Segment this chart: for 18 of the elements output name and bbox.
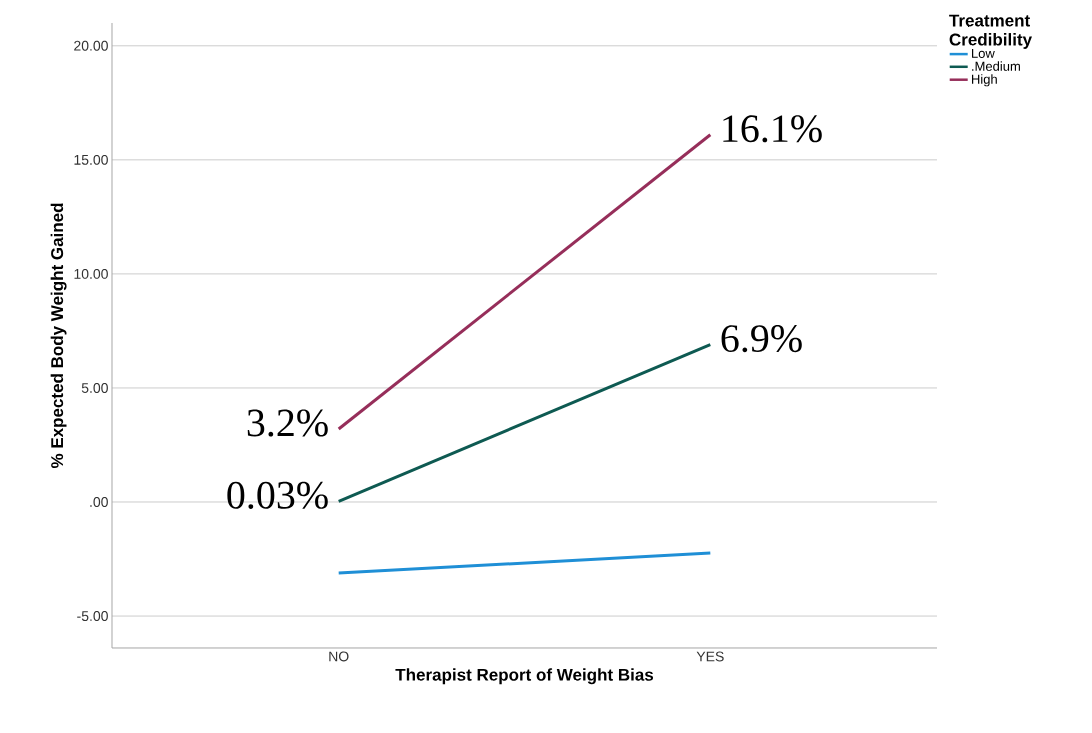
y-tick-label: .00 [90,497,108,507]
x-tick-label: NO [329,651,349,662]
data-label: 3.2% [247,409,328,437]
legend-title: Treatment Credibility [949,14,1032,49]
y-tick-label: 15.00 [74,154,108,165]
y-tick-label: -5.00 [77,611,108,622]
data-label: 6.9% [721,325,802,353]
legend-label: Low [972,48,995,58]
legend-label: .Medium [972,61,1020,71]
legend-label: High [972,74,997,87]
x-tick-label: YES [696,651,724,662]
y-tick-label: 10.00 [74,268,108,279]
x-axis-title: Therapist Report of Weight Bias [395,668,654,685]
y-tick-label: 5.00 [81,382,108,393]
y-axis-title: % Expected Body Weight Gained [50,203,67,469]
y-tick-label: 20.00 [74,40,108,51]
data-label: 0.03% [227,481,328,509]
data-label: 16.1% [723,115,822,143]
